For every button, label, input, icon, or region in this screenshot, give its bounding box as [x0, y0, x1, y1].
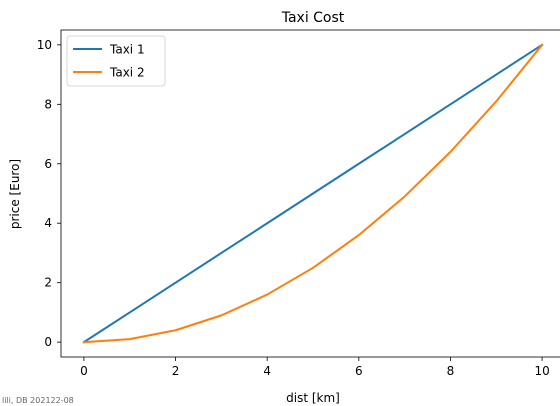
x-tick-label: 8 [447, 364, 455, 378]
series-line-taxi-2 [82, 43, 544, 344]
y-tick-label: 2 [44, 276, 52, 290]
x-tick-label: 2 [172, 364, 180, 378]
x-tick-label: 10 [534, 364, 549, 378]
x-tick-label: 6 [355, 364, 363, 378]
series-line-taxi-1 [82, 43, 544, 344]
watermark-text: lili, DB 202122-08 [2, 396, 74, 405]
x-axis-label: dist [km] [286, 391, 340, 405]
plot-area-frame [60, 29, 560, 358]
y-tick-label: 6 [44, 157, 52, 171]
legend-label-taxi-2: Taxi 2 [109, 66, 145, 80]
y-axis-label: price [Euro] [8, 159, 22, 229]
legend-label-taxi-1: Taxi 1 [109, 43, 145, 57]
x-tick-label: 4 [263, 364, 271, 378]
y-tick-label: 8 [44, 97, 52, 111]
y-tick-label: 10 [37, 38, 52, 52]
legend: Taxi 1 Taxi 2 [66, 35, 166, 87]
y-tick-label: 4 [44, 216, 52, 230]
chart-title: Taxi Cost [281, 10, 345, 26]
y-tick-label: 0 [44, 335, 52, 349]
x-tick-label: 0 [80, 364, 88, 378]
